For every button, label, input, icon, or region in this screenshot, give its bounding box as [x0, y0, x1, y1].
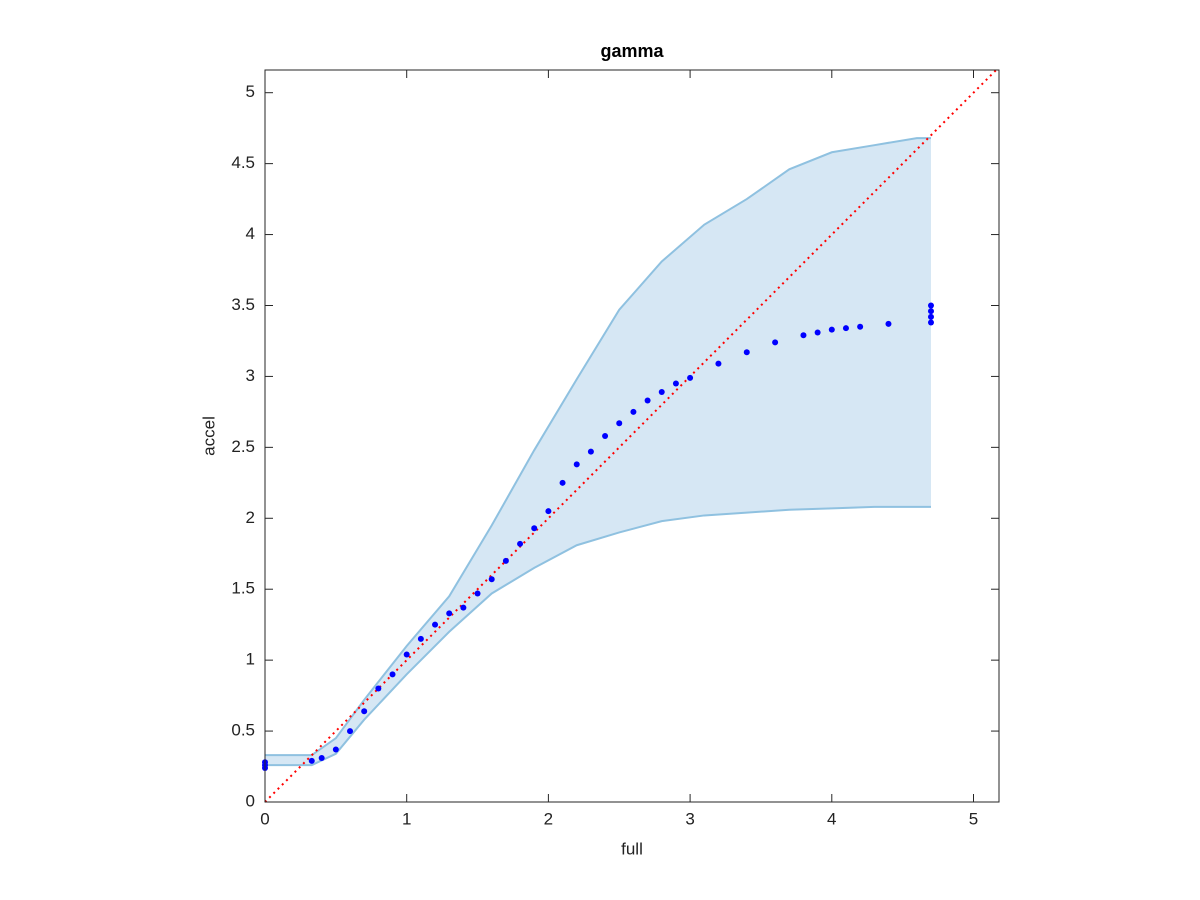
x-tick-label: 1	[402, 809, 411, 828]
point	[672, 380, 679, 387]
point	[559, 479, 566, 486]
point	[587, 448, 594, 455]
y-axis-label: accel	[199, 416, 218, 456]
y-tick-label: 2.5	[231, 437, 255, 456]
point	[885, 320, 892, 327]
point	[432, 621, 439, 628]
point	[687, 374, 694, 381]
y-tick-label: 0.5	[231, 721, 255, 740]
point	[715, 360, 722, 367]
point	[375, 685, 382, 692]
y-tick-label: 2	[246, 508, 255, 527]
point	[517, 540, 524, 547]
point	[488, 576, 495, 583]
point	[927, 308, 934, 315]
point	[644, 397, 651, 404]
y-tick-label: 0	[246, 791, 255, 810]
x-tick-label: 0	[260, 809, 269, 828]
point	[403, 651, 410, 658]
reference-line	[264, 69, 997, 803]
point	[927, 313, 934, 320]
y-tick-label: 1	[246, 650, 255, 669]
y-tick-label: 1.5	[231, 579, 255, 598]
y-tick-label: 3.5	[231, 295, 255, 314]
y-tick-label: 5	[246, 82, 255, 101]
point	[814, 329, 821, 336]
point	[658, 389, 665, 396]
x-axis-label: full	[621, 839, 643, 858]
plot-frame	[264, 69, 1000, 803]
point	[502, 557, 509, 564]
x-tick-label: 5	[969, 809, 978, 828]
y-tick-label: 4	[246, 224, 255, 243]
y-tick-label: 4.5	[231, 153, 255, 172]
point	[417, 635, 424, 642]
point	[332, 746, 339, 753]
point	[446, 610, 453, 617]
chart-title: gamma	[600, 41, 664, 61]
x-tick-label: 3	[685, 809, 694, 828]
band-upper	[265, 137, 931, 757]
point	[389, 671, 396, 678]
point	[460, 604, 467, 611]
point	[616, 420, 623, 427]
y-tick-label: 3	[246, 366, 255, 385]
point	[927, 302, 934, 309]
x-tick-label: 4	[827, 809, 836, 828]
point	[828, 326, 835, 333]
point	[630, 408, 637, 415]
point	[347, 728, 354, 735]
point	[545, 508, 552, 515]
point	[602, 433, 609, 439]
point	[842, 325, 849, 332]
point	[308, 757, 315, 764]
point	[361, 708, 368, 715]
point	[743, 349, 750, 356]
band-lower	[265, 505, 931, 767]
point	[318, 755, 325, 762]
point	[772, 339, 779, 346]
x-tick-label: 2	[544, 809, 553, 828]
band-fill	[265, 138, 931, 766]
point	[800, 332, 807, 339]
point	[857, 323, 864, 330]
point	[474, 590, 481, 597]
point	[531, 525, 538, 532]
point	[927, 319, 934, 326]
point	[573, 461, 580, 468]
